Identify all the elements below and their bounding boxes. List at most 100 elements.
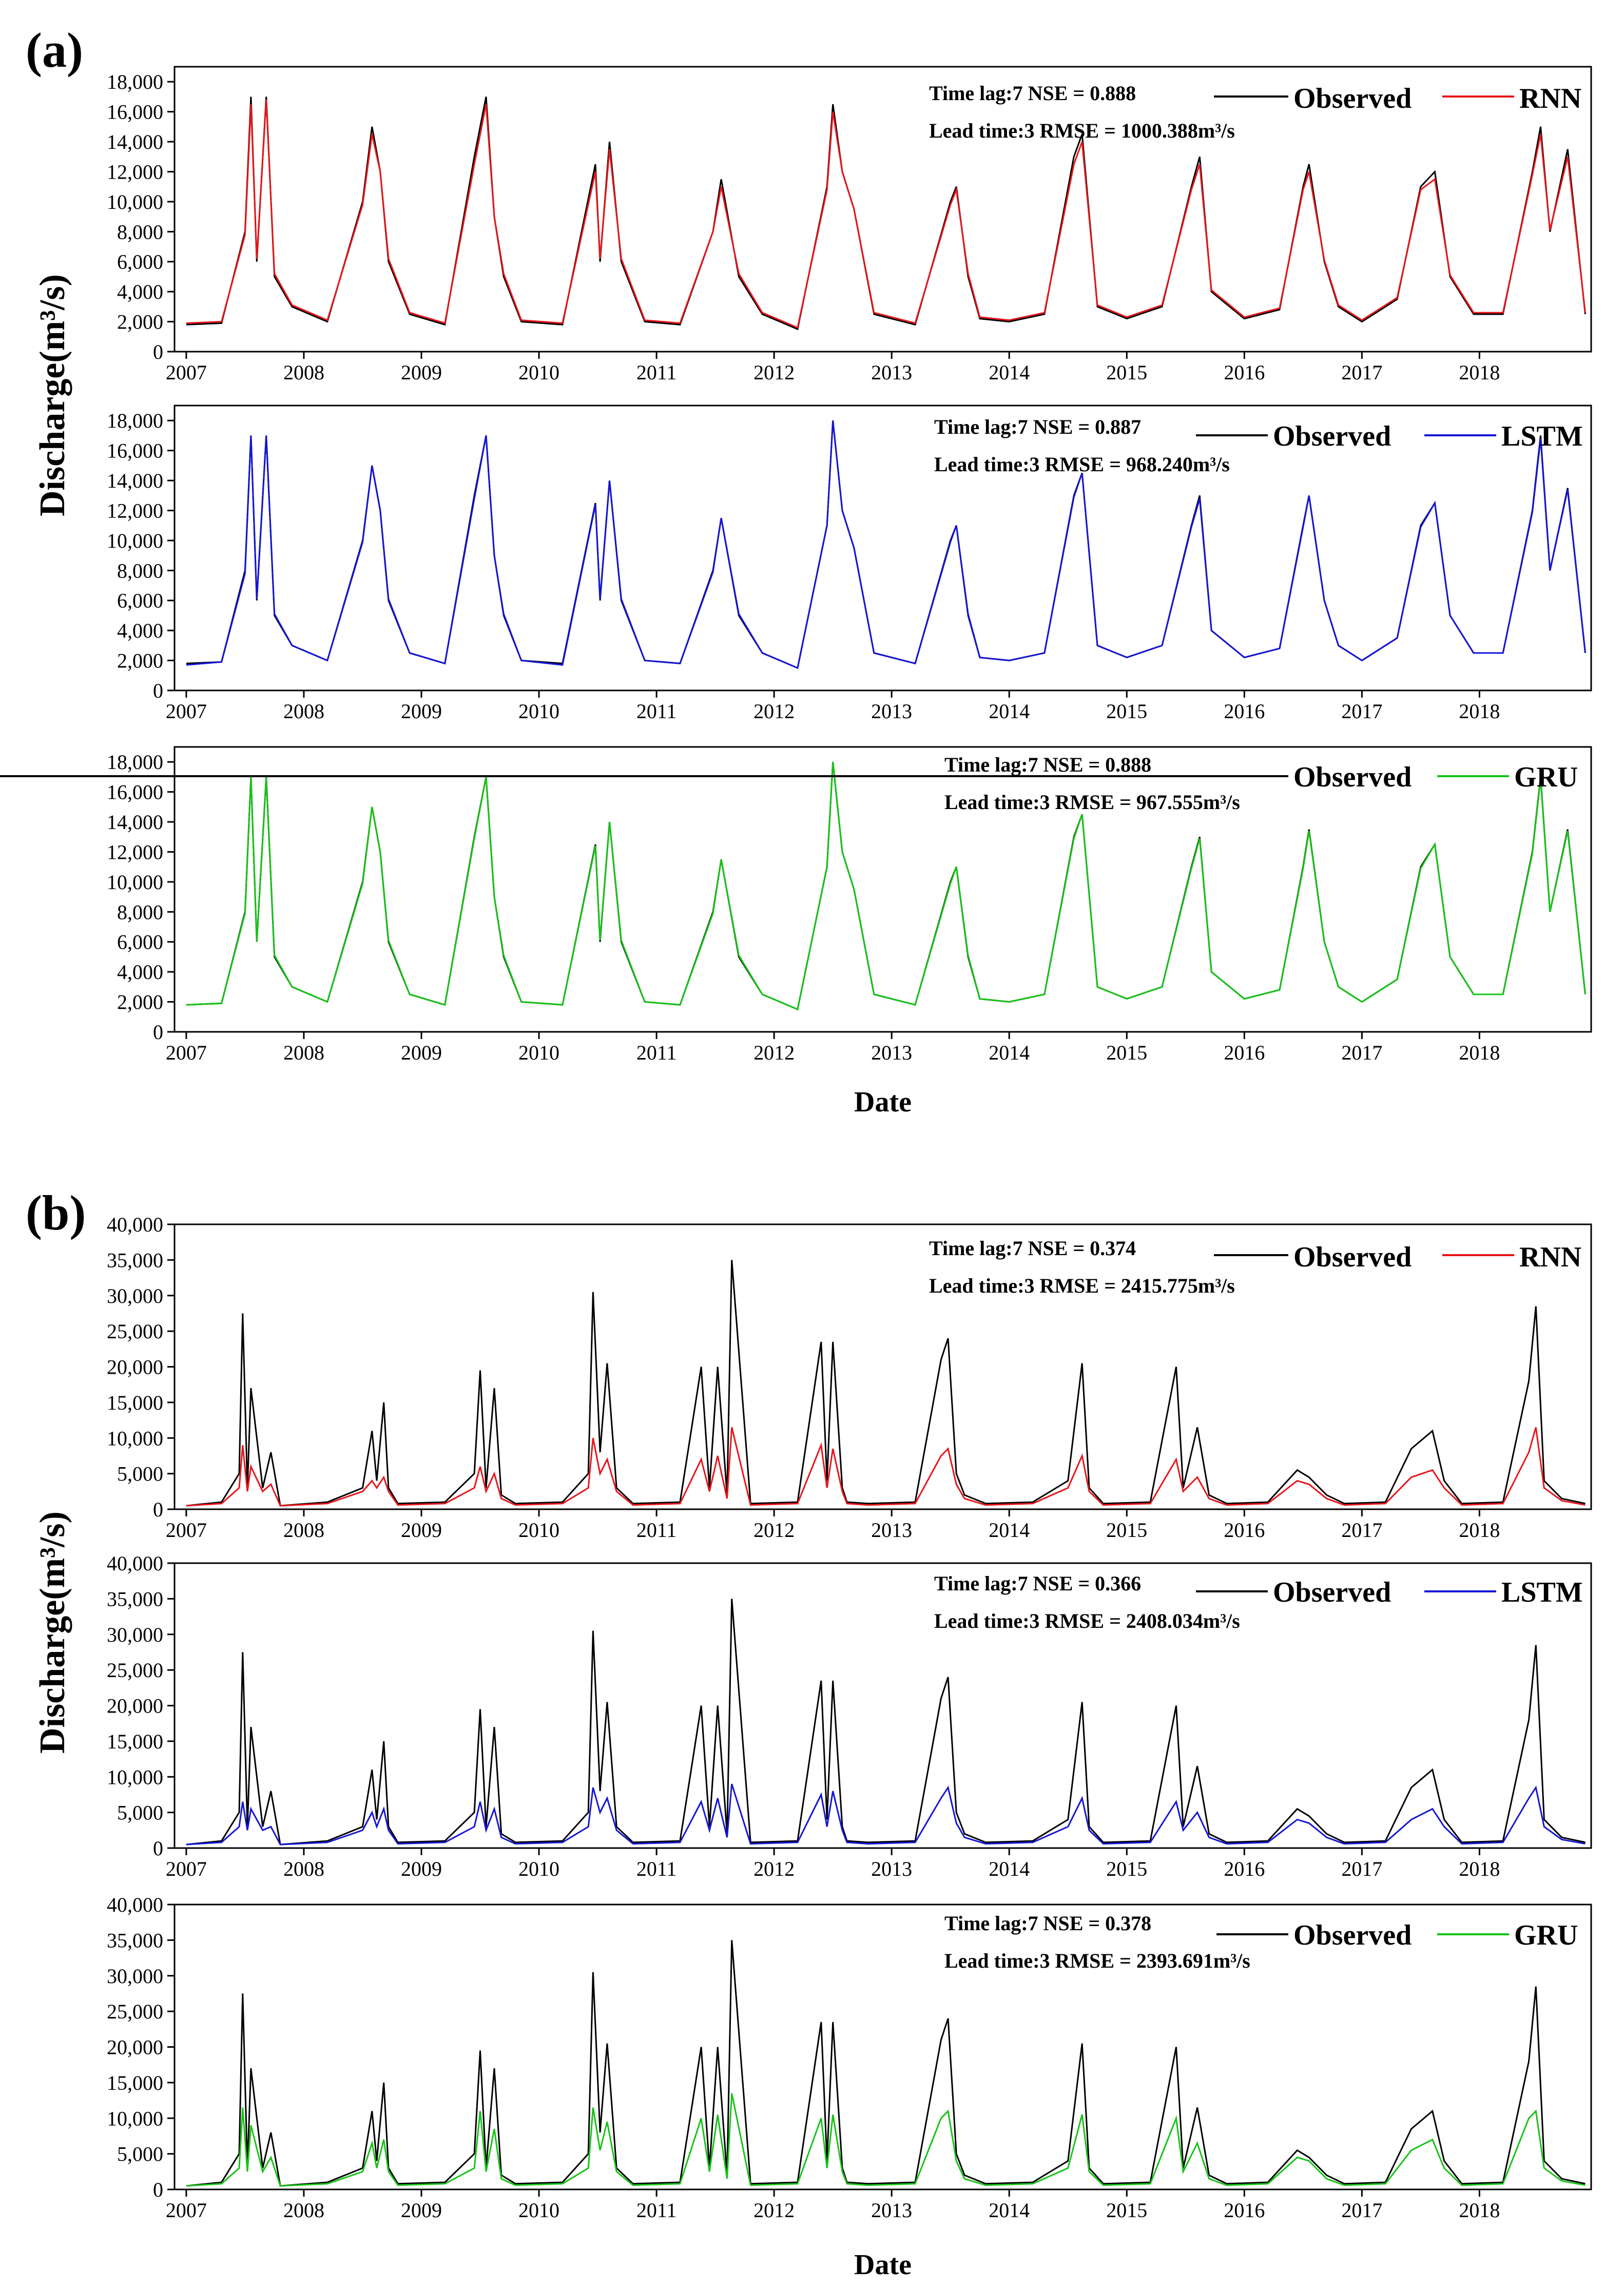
y-ticks: 0 2,000 4,000 6,000 8,000 10,000 12,000 14,000 1… — [107, 70, 175, 363]
stats-line1: Time lag:7 NSE = 0.887 — [934, 415, 1141, 438]
x-tick-label: 2012 — [753, 1857, 795, 1880]
x-tick-label: 2018 — [1459, 700, 1500, 723]
x-ticks: 2007 2008 2009 2010 2011 2012 2013 2014 2015 2016… — [166, 352, 1500, 384]
x-tick-label: 2010 — [518, 2199, 559, 2222]
y-tick-label: 25,000 — [107, 1659, 163, 1682]
y-tick-label: 14,000 — [107, 469, 163, 492]
stats-line1: Time lag:7 NSE = 0.888 — [929, 82, 1136, 105]
x-tick-label: 2017 — [1341, 2199, 1382, 2222]
chart-a3: 0 2,000 4,000 6,000 8,000 10,000 12,000 14,000 1… — [0, 746, 1592, 1064]
x-tick-label: 2013 — [871, 1041, 912, 1064]
y-tick-label: 0 — [153, 1498, 163, 1521]
y-tick-label: 2,000 — [117, 311, 163, 334]
x-tick-label: 2014 — [989, 700, 1030, 723]
x-tick-label: 2018 — [1459, 1518, 1500, 1542]
y-tick-label: 4,000 — [117, 280, 163, 303]
y-tick-label: 6,000 — [117, 589, 163, 612]
y-tick-label: 12,000 — [107, 160, 163, 183]
y-tick-label: 40,000 — [107, 1213, 163, 1236]
y-tick-label: 10,000 — [107, 1427, 163, 1450]
y-tick-label: 0 — [153, 679, 163, 702]
y-tick-label: 16,000 — [107, 439, 163, 463]
y-tick-label: 10,000 — [107, 529, 163, 552]
x-tick-label: 2011 — [636, 361, 677, 384]
x-tick-label: 2018 — [1459, 361, 1500, 384]
stats-line1: Time lag:7 NSE = 0.888 — [944, 753, 1151, 776]
y-tick-label: 12,000 — [107, 499, 163, 522]
y-tick-label: 5,000 — [117, 2143, 163, 2166]
y-tick-label: 30,000 — [107, 1623, 163, 1646]
y-tick-label: 15,000 — [107, 1730, 163, 1753]
observed-line — [186, 1599, 1586, 1845]
x-tick-label: 2009 — [401, 2199, 442, 2222]
x-tick-label: 2012 — [753, 700, 795, 723]
y-tick-label: 10,000 — [107, 1765, 163, 1789]
legend-observed-label: Observed — [1273, 1576, 1391, 1608]
x-tick-label: 2010 — [518, 1041, 559, 1064]
y-tick-label: 8,000 — [117, 220, 163, 243]
y-axis-label-a: Discharge(m³/s) — [33, 274, 72, 516]
x-tick-label: 2008 — [283, 1041, 324, 1064]
x-ticks: 2007 2008 2009 2010 2011 2012 2013 2014 2015 2016… — [166, 1848, 1500, 1880]
y-tick-label: 25,000 — [107, 1320, 163, 1343]
y-ticks: 0 5,000 10,000 15,000 20,000 25,000 30,000 35,0… — [107, 1893, 175, 2201]
y-tick-label: 12,000 — [107, 840, 163, 863]
stats-line1: Time lag:7 NSE = 0.374 — [929, 1237, 1136, 1260]
x-tick-label: 2010 — [518, 361, 559, 384]
x-tick-label: 2012 — [753, 2199, 795, 2222]
y-tick-label: 4,000 — [117, 619, 163, 642]
x-tick-label: 2014 — [989, 1857, 1030, 1880]
x-axis-label-a: Date — [854, 1086, 912, 1118]
model-line — [186, 762, 1586, 1011]
chart-b1: 0 5,000 10,000 15,000 20,000 25,000 30,000 35,0… — [107, 1213, 1592, 1542]
x-tick-label: 2016 — [1224, 1041, 1265, 1064]
legend-model-label: RNN — [1519, 1241, 1581, 1273]
x-tick-label: 2013 — [871, 1857, 912, 1880]
y-tick-label: 18,000 — [107, 70, 163, 93]
legend-observed-label: Observed — [1293, 761, 1412, 793]
stats-line1: Time lag:7 NSE = 0.366 — [934, 1572, 1141, 1595]
stats-line2: Lead time:3 RMSE = 1000.388m³/s — [929, 119, 1235, 142]
chart-b2: 0 5,000 10,000 15,000 20,000 25,000 30,000 35,0… — [107, 1552, 1592, 1880]
x-tick-label: 2016 — [1224, 361, 1265, 384]
y-ticks: 0 2,000 4,000 6,000 8,000 10,000 12,000 14,000 1… — [107, 751, 175, 1044]
observed-line — [186, 762, 1586, 1011]
y-tick-label: 0 — [153, 2178, 163, 2201]
model-line — [186, 2093, 1586, 2187]
x-tick-label: 2016 — [1224, 1518, 1265, 1542]
y-tick-label: 15,000 — [107, 1391, 163, 1414]
plot-frame — [173, 746, 1592, 1033]
x-tick-label: 2018 — [1459, 1041, 1500, 1064]
x-tick-label: 2007 — [166, 700, 207, 723]
legend-model-label: RNN — [1519, 83, 1581, 114]
x-tick-label: 2009 — [401, 700, 442, 723]
x-tick-label: 2007 — [166, 2199, 207, 2222]
y-tick-label: 14,000 — [107, 811, 163, 834]
y-tick-label: 20,000 — [107, 2036, 163, 2059]
x-tick-label: 2008 — [283, 1518, 324, 1542]
legend-observed-label: Observed — [1293, 1919, 1412, 1951]
x-axis-label-b: Date — [854, 2249, 912, 2281]
x-tick-label: 2015 — [1106, 1041, 1147, 1064]
x-tick-label: 2017 — [1341, 1041, 1382, 1064]
y-tick-label: 10,000 — [107, 2107, 163, 2130]
y-tick-label: 5,000 — [117, 1463, 163, 1486]
legend-observed-label: Observed — [1273, 420, 1391, 452]
x-tick-label: 2011 — [636, 1041, 677, 1064]
y-tick-label: 15,000 — [107, 2071, 163, 2094]
x-tick-label: 2018 — [1459, 1857, 1500, 1880]
x-tick-label: 2010 — [518, 1857, 559, 1880]
model-line — [186, 1427, 1586, 1507]
y-axis-label-b: Discharge(m³/s) — [33, 1511, 72, 1754]
observed-line — [186, 1940, 1586, 2187]
y-tick-label: 4,000 — [117, 960, 163, 984]
y-ticks: 0 5,000 10,000 15,000 20,000 25,000 30,000 35,0… — [107, 1552, 175, 1860]
legend-observed-label: Observed — [1293, 83, 1412, 114]
legend-model-label: GRU — [1514, 1919, 1578, 1951]
x-tick-label: 2009 — [401, 361, 442, 384]
observed-line — [186, 1260, 1586, 1507]
x-tick-label: 2014 — [989, 1041, 1030, 1064]
y-tick-label: 16,000 — [107, 101, 163, 124]
legend-model-label: LSTM — [1501, 1576, 1583, 1608]
x-tick-label: 2017 — [1341, 1518, 1382, 1542]
